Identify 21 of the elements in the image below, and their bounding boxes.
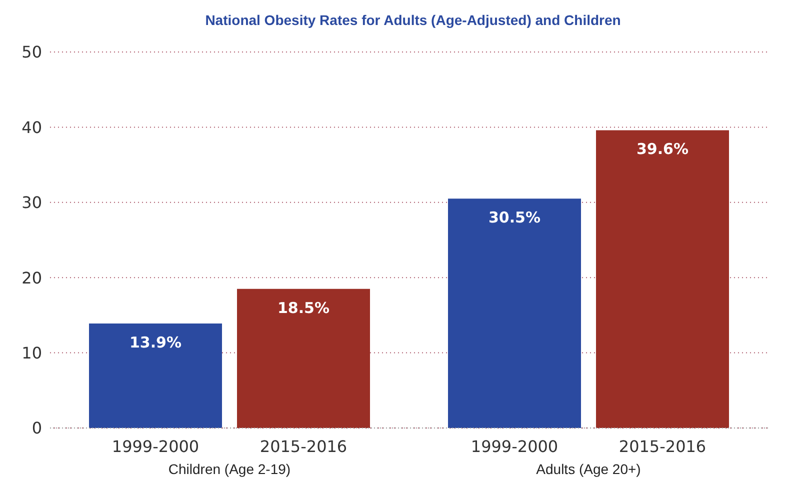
y-tick-label: 40 bbox=[22, 118, 42, 137]
y-tick-label: 50 bbox=[22, 42, 42, 62]
y-tick-label: 10 bbox=[22, 343, 42, 362]
bar bbox=[448, 198, 581, 428]
data-label: 39.6% bbox=[636, 140, 689, 158]
series-label: 2015-2016 bbox=[260, 437, 348, 456]
series-label: 1999-2000 bbox=[112, 437, 200, 456]
bar bbox=[237, 288, 370, 428]
bar bbox=[89, 323, 222, 428]
y-tick-label: 0 bbox=[32, 418, 42, 438]
data-label: 18.5% bbox=[277, 298, 330, 317]
data-label: 30.5% bbox=[488, 208, 541, 227]
data-label: 13.9% bbox=[129, 333, 182, 352]
y-tick-label: 20 bbox=[22, 268, 42, 288]
text: 1999-2000 bbox=[470, 437, 558, 456]
x-tick-label: Children (Age 2-19) bbox=[168, 461, 291, 477]
bar bbox=[596, 130, 729, 428]
y-tick-label: 30 bbox=[22, 193, 42, 212]
chart-title: National Obesity Rates for Adults (Age-Adjusted) and Children bbox=[204, 11, 622, 30]
text: 2015-2016 bbox=[618, 437, 706, 456]
x-tick-label: Adults (Age 20+) bbox=[536, 461, 641, 477]
